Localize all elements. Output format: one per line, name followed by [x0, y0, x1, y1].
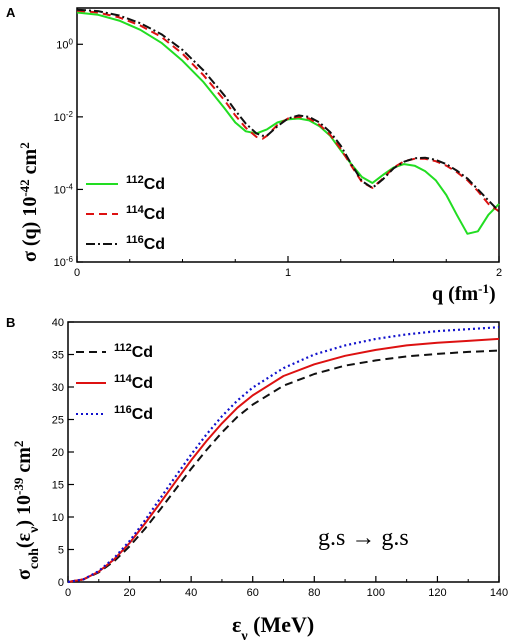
- series-line: [76, 11, 500, 235]
- x-tick-label: 140: [490, 587, 508, 599]
- y-tick-label: 10-2: [54, 109, 74, 124]
- x-tick-label: 80: [308, 587, 320, 599]
- x-tick-label: 100: [367, 587, 385, 599]
- series-line: [76, 8, 500, 212]
- y-tick-label: 40: [52, 317, 64, 329]
- plot-b-annotation: g.s → g.s: [318, 525, 409, 551]
- plot-a-xlabel-exp: -1: [478, 281, 489, 296]
- panel-a-label: A: [6, 5, 16, 20]
- legend-label: 112Cd: [114, 342, 153, 361]
- x-tick-label: 0: [65, 587, 71, 599]
- y-tick-label: 5: [58, 545, 64, 557]
- plot-b-xlabel: εν (MeV): [232, 612, 314, 644]
- y-tick-label: 15: [52, 480, 64, 492]
- plot-b-lines: [67, 326, 500, 584]
- y-tick-label: 25: [52, 415, 64, 427]
- plot-a-ylabel: σ (q) 10-42 cm2: [17, 142, 42, 262]
- legend-label: 112Cd: [126, 174, 165, 193]
- x-tick-label: 2: [496, 267, 502, 279]
- plot-b: 0 20 40 60 80 100 120 140 0 5 10 15 20 25 30 35 40 112Cd…: [52, 317, 508, 599]
- x-tick-label: 120: [428, 587, 446, 599]
- series-line: [67, 337, 500, 583]
- y-tick-label: 30: [52, 382, 64, 394]
- y-tick-label: 10: [52, 512, 64, 524]
- plot-a-frame: [76, 7, 500, 263]
- plot-a: 0 1 2 10-6 10-4 10-2 100 112Cd 114Cd 116Cd: [54, 7, 502, 279]
- x-tick-label: 0: [74, 267, 80, 279]
- y-tick-label: 35: [52, 350, 64, 362]
- plot-a-xlabel-text: q (fm: [432, 283, 478, 305]
- x-tick-label: 20: [123, 587, 135, 599]
- x-tick-label: 60: [247, 587, 259, 599]
- panel-b-label: B: [6, 315, 15, 330]
- y-tick-label: 20: [52, 447, 64, 459]
- series-line: [67, 326, 500, 584]
- plot-a-ticks: 0 1 2 10-6 10-4 10-2 100: [54, 37, 502, 279]
- plot-a-xlabel: q (fm-1): [432, 281, 496, 306]
- plot-b-frame: [67, 321, 500, 583]
- series-line: [67, 349, 500, 583]
- y-tick-label: 10-6: [54, 255, 74, 270]
- plot-b-ylabel: σcoh(εν) 10-39 cm2: [11, 441, 42, 580]
- series-line: [76, 9, 500, 213]
- x-tick-label: 40: [185, 587, 197, 599]
- plot-a-xlabel-close: ): [489, 283, 496, 305]
- legend-label: 116Cd: [114, 404, 153, 423]
- plot-b-ticks: 0 20 40 60 80 100 120 140 0 5 10 15 20 25 30 35 40: [52, 317, 508, 599]
- plot-b-legend: 112Cd 114Cd 116Cd: [76, 342, 153, 423]
- legend-label: 116Cd: [126, 234, 165, 253]
- legend-label: 114Cd: [126, 204, 165, 223]
- y-tick-label: 100: [56, 37, 73, 52]
- x-tick-label: 1: [285, 267, 291, 279]
- plot-a-legend: 112Cd 114Cd 116Cd: [86, 174, 165, 253]
- y-tick-label: 0: [58, 577, 64, 589]
- plot-a-lines: [76, 8, 500, 235]
- y-tick-label: 10-4: [54, 182, 74, 197]
- legend-label: 114Cd: [114, 373, 153, 392]
